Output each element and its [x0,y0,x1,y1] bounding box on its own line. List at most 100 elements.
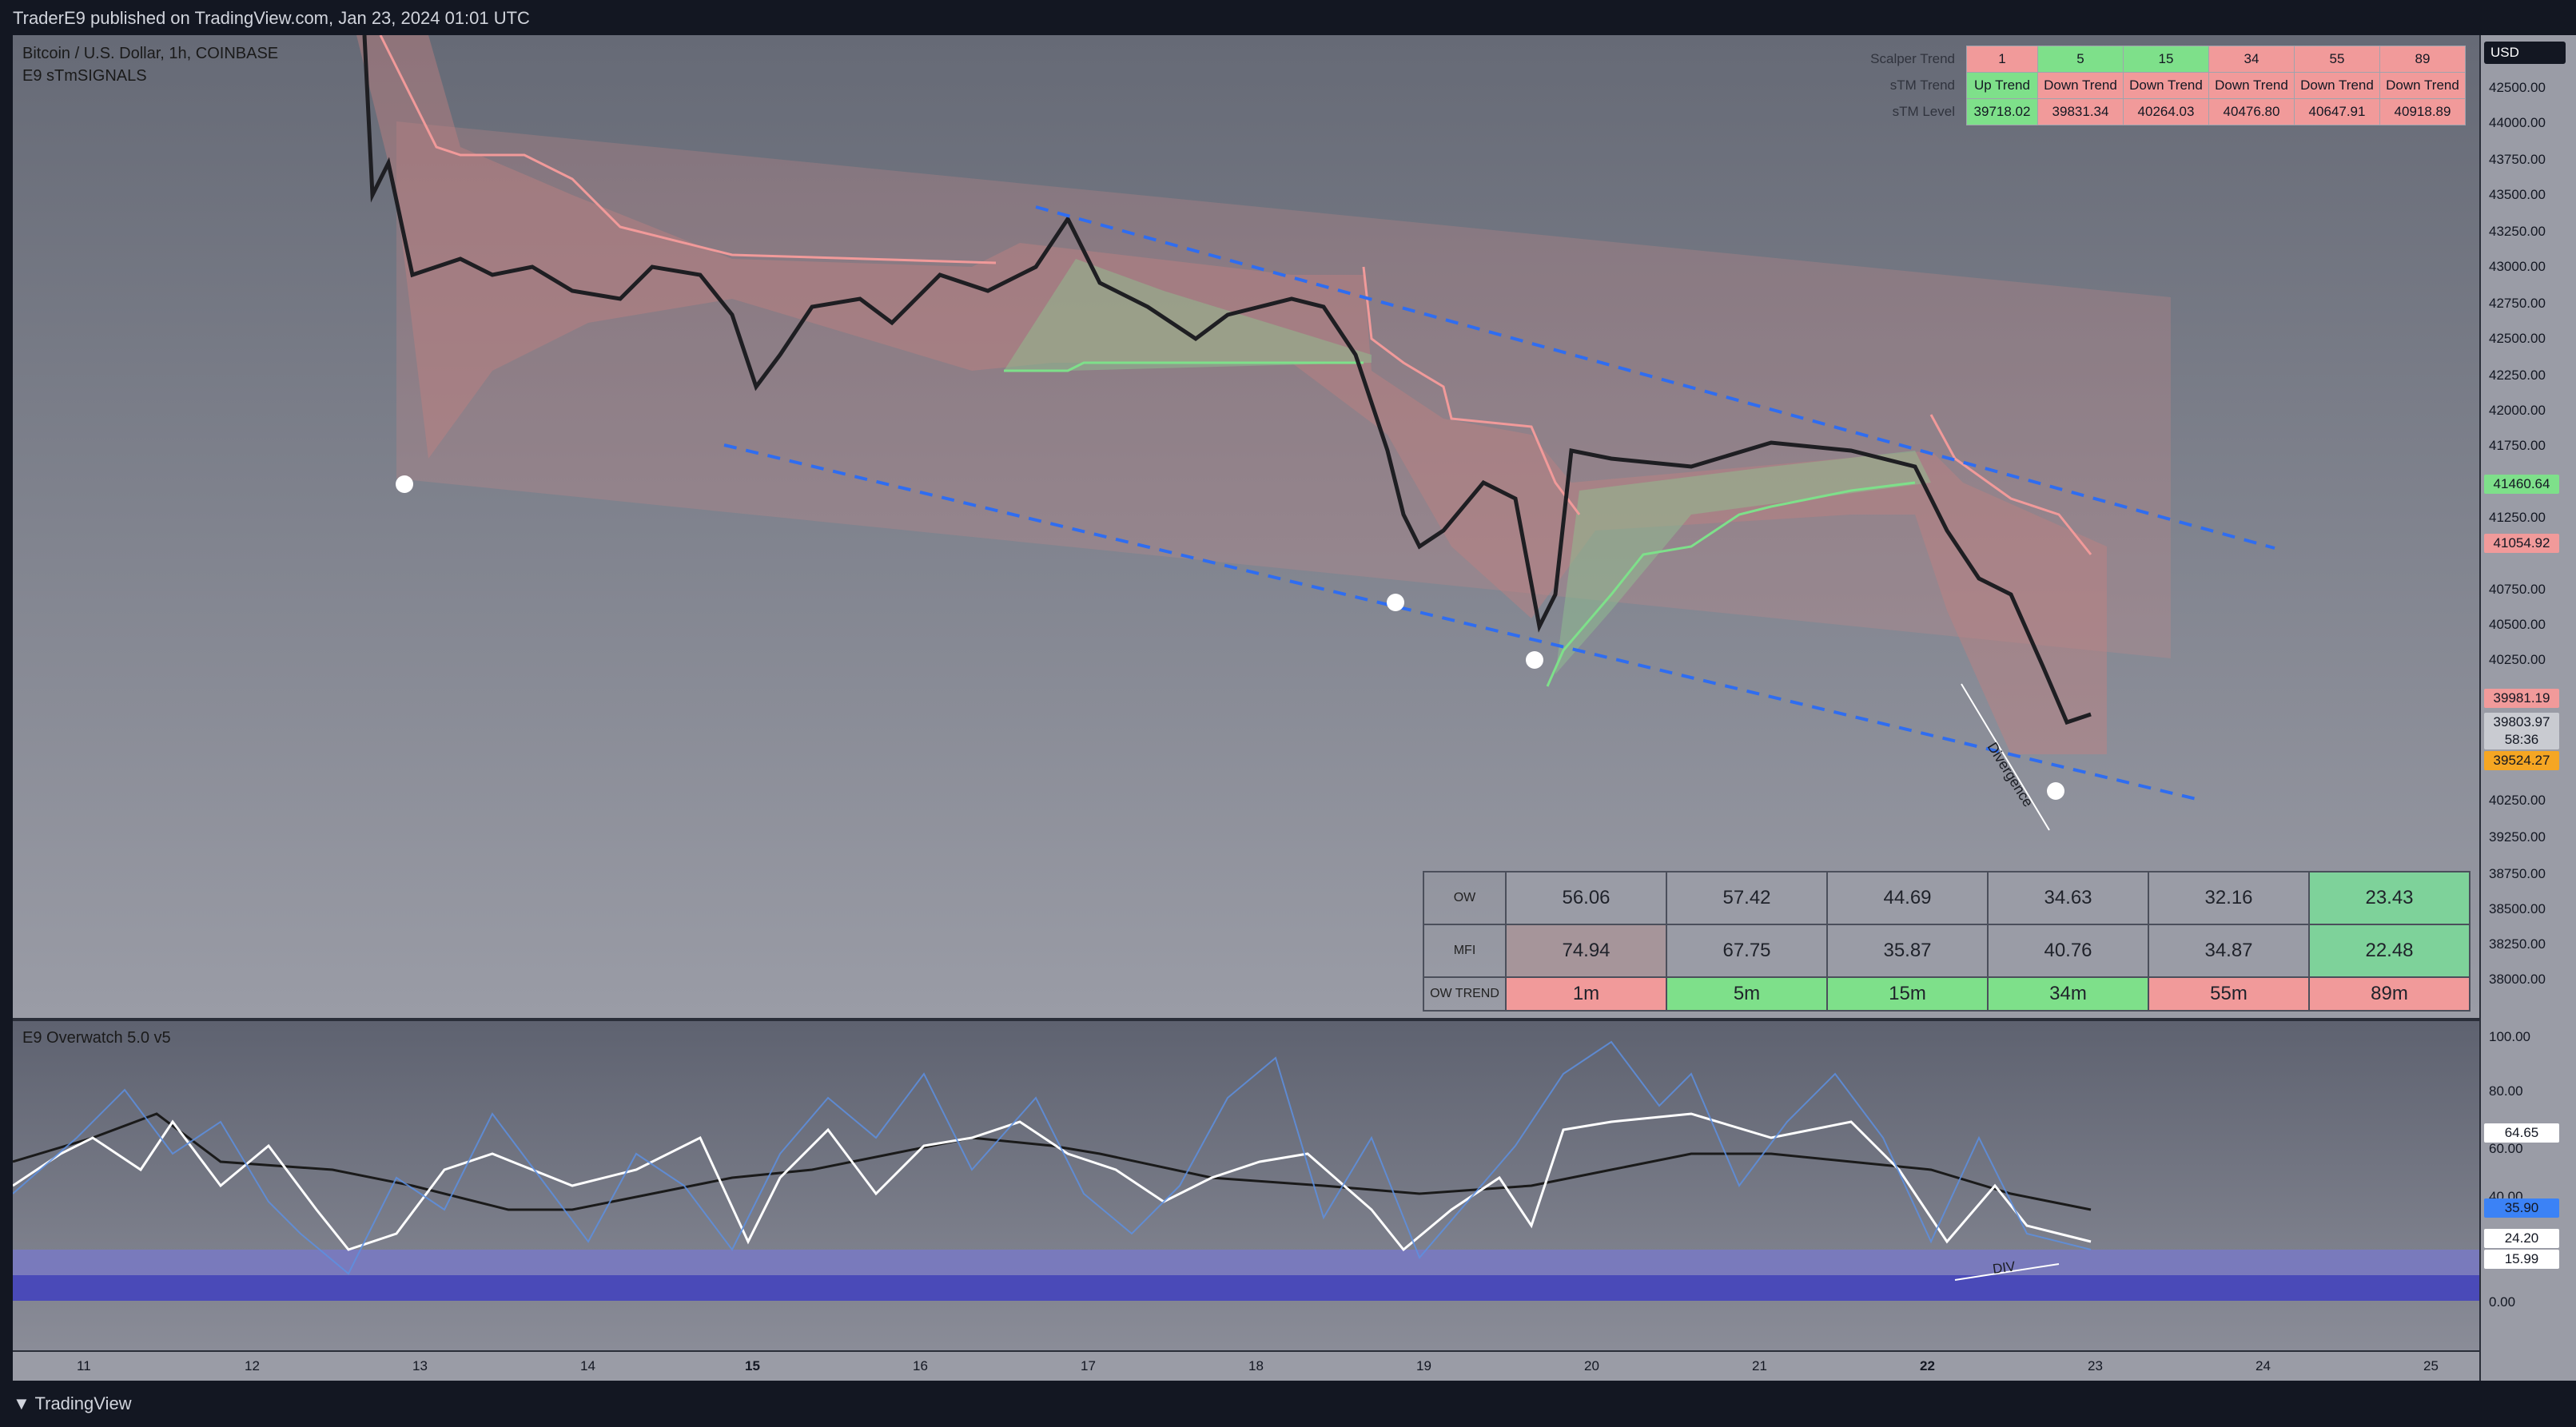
osc-tick: 100.00 [2489,1029,2530,1044]
price-tick: 40750.00 [2489,582,2546,597]
price-tick: 41750.00 [2489,438,2546,453]
price-tick: 43000.00 [2489,259,2546,274]
upper-trend-line-3 [1929,414,2092,555]
price-tick: 38250.00 [2489,936,2546,952]
regression-channel [396,121,2171,658]
mfi-cell: 22.48 [2308,924,2470,978]
ow-trend-cell: 34m [1987,976,2149,1012]
time-tick: 11 [77,1358,91,1373]
oscillator-pane[interactable] [13,1021,2479,1377]
price-tick: 40250.00 [2489,652,2546,667]
osc-tick: 80.00 [2489,1083,2523,1099]
published-info: TraderE9 published on TradingView.com, J… [13,8,530,28]
price-tick: 41250.00 [2489,510,2546,525]
oversold-band [13,1250,2479,1275]
chart-area[interactable]: Divergence DIV Bitcoin / U.S. Dollar, 1h… [13,35,2479,1381]
price-label: 39981.19 [2484,689,2559,708]
ow-label: OW [1423,871,1507,925]
osc-label: 35.90 [2484,1198,2559,1218]
time-tick: 21 [1752,1358,1767,1373]
time-tick: 14 [580,1358,595,1373]
indicator-legend[interactable]: E9 sTmSIGNALS [22,67,147,85]
price-tick: 38500.00 [2489,901,2546,916]
lower-trend-line-2 [1546,481,1916,687]
osc-baseline [13,1112,2092,1211]
price-tick: 42250.00 [2489,368,2546,383]
stm-trend-label: sTM Trend [1889,78,1955,93]
time-axis[interactable]: 11 12 13 14 15 16 17 18 19 20 21 22 23 2… [13,1350,2479,1382]
tv-logo-icon: ▼ [13,1393,35,1413]
price-tick: 42000.00 [2489,403,2546,418]
stm-level-cell: 40647.91 [2294,98,2380,125]
pane-separator[interactable] [13,1018,2479,1021]
ow-trend-cell: 89m [2308,976,2470,1012]
ow-trend-cell: 5m [1666,976,1828,1012]
symbol-legend[interactable]: Bitcoin / U.S. Dollar, 1h, COINBASE [22,45,279,62]
price-tick: 42500.00 [2489,80,2546,95]
stm-level-cell: 40264.03 [2123,98,2209,125]
time-tick: 20 [1584,1358,1599,1373]
stm-trend-cell: Down Trend [2123,72,2209,99]
scalper-col-55: 55 [2294,46,2380,73]
stm-level-cell: 40918.89 [2379,98,2466,125]
signal-dot-2 [1387,594,1404,611]
osc-tick: 0.00 [2489,1294,2516,1310]
mfi-label: MFI [1423,924,1507,978]
div-arrow [1954,1263,2060,1281]
price-label: 41460.64 [2484,475,2559,494]
ow-cell: 44.69 [1826,871,1989,925]
stm-level-cell: 39831.34 [2037,98,2124,125]
time-tick: 16 [913,1358,928,1373]
scalper-col-34: 34 [2208,46,2295,73]
osc-line [13,1112,2092,1252]
stm-level-cell: 39718.02 [1966,98,2038,125]
tradingview-logo[interactable]: ▼ TradingView [13,1393,132,1414]
scalper-trend-table: Scalper Trend 1 5 15 34 55 89 sTM Trend … [1866,46,2466,125]
chart-drawings: Divergence DIV [13,35,2479,1301]
mfi-row: MFI 74.94 67.75 35.87 40.76 34.87 22.48 [1423,924,2470,978]
scalper-header-row: Scalper Trend 1 5 15 34 55 89 [1866,46,2466,73]
stm-trend-cell: Down Trend [2379,72,2466,99]
mfi-cell: 34.87 [2148,924,2310,978]
lower-trend-line [1004,361,1364,372]
time-tick: 12 [245,1358,260,1373]
last-price-label: 39803.97 [2484,713,2559,732]
stm-trend-cell: Down Trend [2037,72,2124,99]
time-tick: 18 [1248,1358,1264,1373]
price-tick: 40500.00 [2489,617,2546,632]
mfi-cell: 40.76 [1987,924,2149,978]
brand-label: TradingView [34,1393,132,1413]
time-tick: 17 [1081,1358,1096,1373]
price-tick: 42750.00 [2489,296,2546,311]
green-fill-2 [1555,451,1931,674]
extreme-band [13,1275,2479,1301]
price-tick: 43500.00 [2489,187,2546,202]
ow-trend-cell: 15m [1826,976,1989,1012]
price-candles [362,35,2092,725]
currency-badge[interactable]: USD [2484,42,2566,64]
time-tick: 24 [2255,1358,2271,1373]
stm-trend-cell: Up Trend [1966,72,2038,99]
price-tick: 38750.00 [2489,866,2546,881]
ow-cell: 57.42 [1666,871,1828,925]
price-tick: 42500.00 [2489,331,2546,346]
ow-cell: 34.63 [1987,871,2149,925]
price-label: 41054.92 [2484,534,2559,553]
signal-dot-1 [396,475,413,493]
ow-row: OW 56.06 57.42 44.69 34.63 32.16 23.43 [1423,871,2470,925]
ow-table: OW 56.06 57.42 44.69 34.63 32.16 23.43 M… [1423,871,2470,1012]
scalper-col-1: 1 [1966,46,2038,73]
scalper-col-15: 15 [2123,46,2209,73]
divergence-arrow [1961,683,2050,831]
ow-trend-cell: 55m [2148,976,2310,1012]
price-label: 39524.27 [2484,751,2559,770]
upper-channel-line [1035,205,2275,550]
sub-indicator-legend[interactable]: E9 Overwatch 5.0 v5 [22,1029,171,1047]
stm-level-label: sTM Level [1892,104,1955,119]
countdown-label: 58:36 [2484,730,2559,749]
lower-channel-line [723,443,2204,802]
osc-label: 24.20 [2484,1229,2559,1248]
price-axis[interactable]: USD 42500.00 44000.00 43750.00 43500.00 … [2479,35,2576,1381]
osc-label: 64.65 [2484,1123,2559,1143]
stm-level-cell: 40476.80 [2208,98,2295,125]
